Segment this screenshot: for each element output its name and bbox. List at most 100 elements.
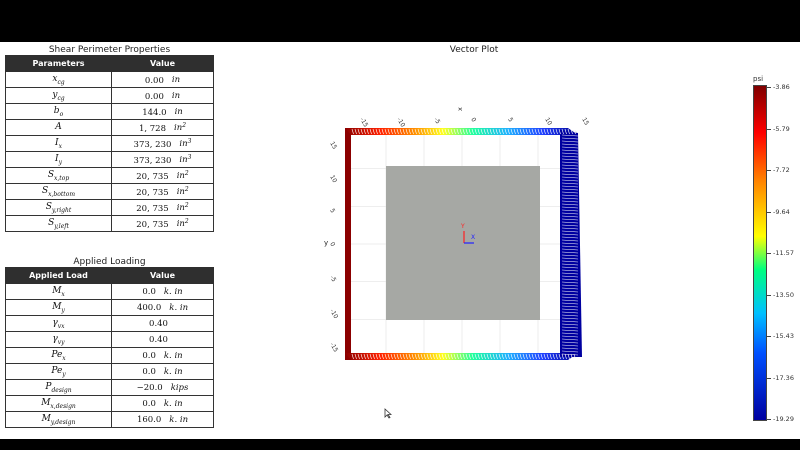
table-row: bo 144.0 in — [5, 103, 214, 120]
parameter-cell: Sy,right — [5, 199, 112, 216]
colorbar-label: -19.29 — [773, 415, 794, 423]
table-row: A 1, 728 in2 — [5, 119, 214, 136]
value-cell: 0.0 k. in — [111, 395, 214, 412]
y-tick-label: -5 — [328, 275, 337, 284]
stress-vectors — [345, 128, 582, 360]
applied-loading-table: Applied Load Value Mx 0.0 k. in My 400.0 k. i… — [5, 267, 214, 428]
table-row: Mx 0.0 k. in — [5, 283, 214, 300]
parameter-cell: Pey — [5, 363, 112, 380]
table-row: γvx 0.40 — [5, 315, 214, 332]
parameter-cell: Ix — [5, 135, 112, 152]
table-row: My 400.0 k. in — [5, 299, 214, 316]
colorbar-label: -13.50 — [773, 290, 794, 299]
colorbar-tick — [766, 128, 771, 130]
value-cell: 0.40 — [111, 331, 214, 348]
column-header-applied-load: Applied Load — [5, 267, 112, 284]
triad-x-label: X — [471, 234, 475, 241]
column-header-value: Value — [111, 267, 214, 284]
value-cell: 0.00 in — [111, 71, 214, 88]
table-row: Sx,bottom 20, 735 in2 — [5, 183, 214, 200]
x-tick-label: 0 — [469, 117, 477, 124]
shear-table-title: Shear Perimeter Properties — [48, 45, 171, 55]
column-header-value: Value — [111, 55, 214, 72]
colorbar-tick — [766, 419, 771, 420]
value-cell: 0.0 k. in — [111, 363, 214, 380]
table-row: My,design 160.0 k. in — [5, 411, 214, 428]
mouse-cursor-icon — [384, 408, 392, 419]
y-tick-label: 5 — [328, 208, 336, 215]
colorbar-tick — [766, 377, 771, 379]
parameter-cell: Sx,bottom — [5, 183, 112, 200]
y-tick-label: -10 — [328, 308, 339, 320]
colorbar-label: -5.79 — [773, 124, 790, 133]
table-row: Sy,right 20, 735 in2 — [5, 199, 214, 216]
table-row: ycg 0.00 in — [5, 87, 214, 104]
table-row: Iy 373, 230 in3 — [5, 151, 214, 168]
colorbar-title: psi — [753, 75, 764, 83]
column-region — [386, 166, 540, 320]
value-cell: 373, 230 in3 — [111, 135, 214, 152]
vector-plot[interactable]: Y X -15 -10 -5 0 5 10 15 15 10 5 0 -5 -10 -15 x y — [310, 95, 600, 375]
x-tick-label: -15 — [358, 117, 369, 129]
parameter-cell: Pex — [5, 347, 112, 364]
parameter-cell: Sy,left — [5, 215, 112, 232]
value-cell: 373, 230 in3 — [111, 151, 214, 168]
colorbar-tick — [766, 253, 771, 254]
axis-triad: Y X — [460, 223, 475, 244]
parameter-cell: A — [5, 119, 112, 136]
table-row: Pex 0.0 k. in — [5, 347, 214, 364]
y-tick-label: 15 — [328, 141, 338, 151]
y-tick-label: 10 — [328, 174, 338, 184]
table-row: Sx,top 20, 735 in2 — [5, 167, 214, 184]
table-row: γvy 0.40 — [5, 331, 214, 348]
value-cell: 0.40 — [111, 315, 214, 332]
parameter-cell: Iy — [5, 151, 112, 168]
value-cell: 0.00 in — [111, 87, 214, 104]
y-tick-label: -15 — [328, 342, 339, 354]
triad-y-label: Y — [460, 223, 465, 230]
colorbar-tick — [766, 336, 771, 337]
table-row: xcg 0.00 in — [5, 71, 214, 88]
parameter-cell: γvx — [5, 315, 112, 332]
x-axis-label: x — [456, 107, 464, 111]
colorbar — [753, 85, 767, 421]
colorbar-tick — [766, 294, 771, 296]
y-tick-label: 0 — [328, 241, 336, 248]
parameter-cell: My,design — [5, 411, 112, 428]
value-cell: 1, 728 in2 — [111, 119, 214, 136]
y-axis-ticks: 15 10 5 0 -5 -10 -15 — [328, 141, 339, 354]
value-cell: 20, 735 in2 — [111, 183, 214, 200]
parameter-cell: ycg — [5, 87, 112, 104]
value-cell: 20, 735 in2 — [111, 215, 214, 232]
parameter-cell: Mx — [5, 283, 112, 300]
parameter-cell: My — [5, 299, 112, 316]
parameter-cell: xcg — [5, 71, 112, 88]
colorbar-tick — [766, 211, 771, 213]
shear-properties-table: Parameters Value xcg 0.00 in ycg 0.00 in bo 144… — [5, 55, 214, 232]
value-cell: 0.0 k. in — [111, 283, 214, 300]
table-row: Ix 373, 230 in3 — [5, 135, 214, 152]
parameter-cell: bo — [5, 103, 112, 120]
colorbar-tick — [766, 87, 771, 88]
y-axis-label: y — [324, 239, 328, 247]
value-cell: 160.0 k. in — [111, 411, 214, 428]
x-tick-label: -10 — [395, 117, 406, 129]
value-cell: 20, 735 in2 — [111, 167, 214, 184]
x-tick-label: 5 — [506, 117, 514, 124]
colorbar-label: -17.36 — [773, 373, 794, 382]
table-row: Mx,design 0.0 k. in — [5, 395, 214, 412]
table-row: Pdesign −20.0 kips — [5, 379, 214, 396]
load-table-title: Applied Loading — [73, 257, 146, 267]
colorbar-label: -9.64 — [773, 207, 790, 216]
parameter-cell: γvy — [5, 331, 112, 348]
value-cell: 400.0 k. in — [111, 299, 214, 316]
parameter-cell: Mx,design — [5, 395, 112, 412]
value-cell: 0.0 k. in — [111, 347, 214, 364]
x-axis-ticks: -15 -10 -5 0 5 10 15 — [358, 117, 590, 129]
x-tick-label: 10 — [543, 117, 553, 127]
table-row: Pey 0.0 k. in — [5, 363, 214, 380]
colorbar-tick — [766, 170, 771, 171]
colorbar-label: -15.43 — [773, 332, 794, 340]
colorbar-label: -3.86 — [773, 83, 790, 91]
parameter-cell: Sx,top — [5, 167, 112, 184]
